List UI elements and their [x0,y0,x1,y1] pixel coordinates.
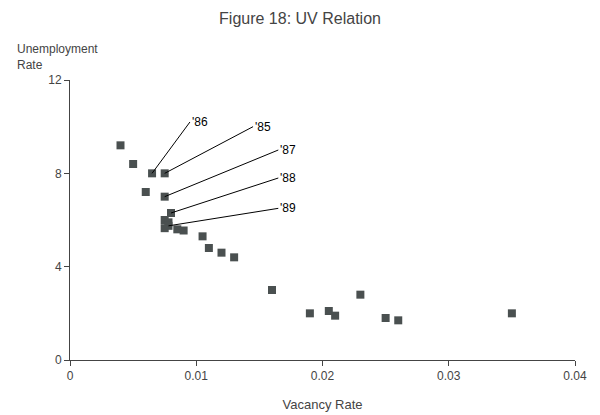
svg-text:Figure 18: UV Relation: Figure 18: UV Relation [219,10,381,27]
svg-text:'87: '87 [280,143,296,157]
svg-text:0.04: 0.04 [563,369,587,383]
svg-text:'89: '89 [280,201,296,215]
svg-text:'86: '86 [192,115,208,129]
svg-text:'88: '88 [280,171,296,185]
svg-text:0.03: 0.03 [437,369,461,383]
svg-text:0: 0 [55,353,62,367]
svg-text:8: 8 [55,167,62,181]
svg-text:'85: '85 [255,120,271,134]
svg-text:0.01: 0.01 [185,369,209,383]
svg-text:4: 4 [55,260,62,274]
svg-text:Vacancy Rate: Vacancy Rate [283,397,363,412]
svg-text:UnemploymentRate: UnemploymentRate [17,42,98,72]
svg-text:12: 12 [48,73,62,87]
svg-text:0.02: 0.02 [311,369,335,383]
svg-text:0: 0 [67,369,74,383]
